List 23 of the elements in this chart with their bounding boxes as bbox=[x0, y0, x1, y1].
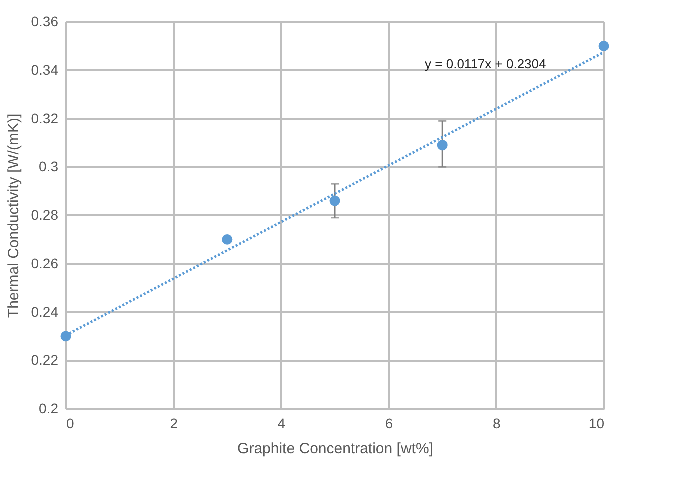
y-axis-title: Thermal Conductivity [W/(mK)] bbox=[5, 114, 22, 318]
point bbox=[60, 331, 72, 342]
x-tick-label: 2 bbox=[170, 416, 178, 432]
x-tick-label: 10 bbox=[588, 416, 605, 432]
x-axis-title: Graphite Concentration [wt%] bbox=[238, 440, 434, 458]
y-tick-label: 0.32 bbox=[31, 110, 59, 126]
x-tick-label: 4 bbox=[278, 416, 286, 432]
x-tick-label: 0 bbox=[66, 416, 74, 432]
y-tick-label: 0.26 bbox=[31, 255, 59, 272]
point bbox=[330, 196, 340, 206]
point bbox=[222, 234, 233, 245]
y-tick-label: 0.22 bbox=[31, 352, 59, 368]
x-tick-label: 8 bbox=[493, 416, 501, 432]
point bbox=[598, 40, 610, 52]
y-tick-label: 0.36 bbox=[31, 14, 59, 30]
y-tick-label: 0.3 bbox=[39, 158, 59, 175]
y-tick-label: 0.28 bbox=[31, 207, 59, 223]
x-tick-label: 6 bbox=[385, 416, 394, 432]
annotation: y = 0.0117x + 0.2304 bbox=[425, 56, 546, 72]
y-tick-label: 0.34 bbox=[31, 62, 59, 78]
y-tick-label: 0.2 bbox=[39, 400, 59, 416]
point bbox=[437, 140, 448, 151]
y-tick-label: 0.24 bbox=[31, 304, 59, 320]
